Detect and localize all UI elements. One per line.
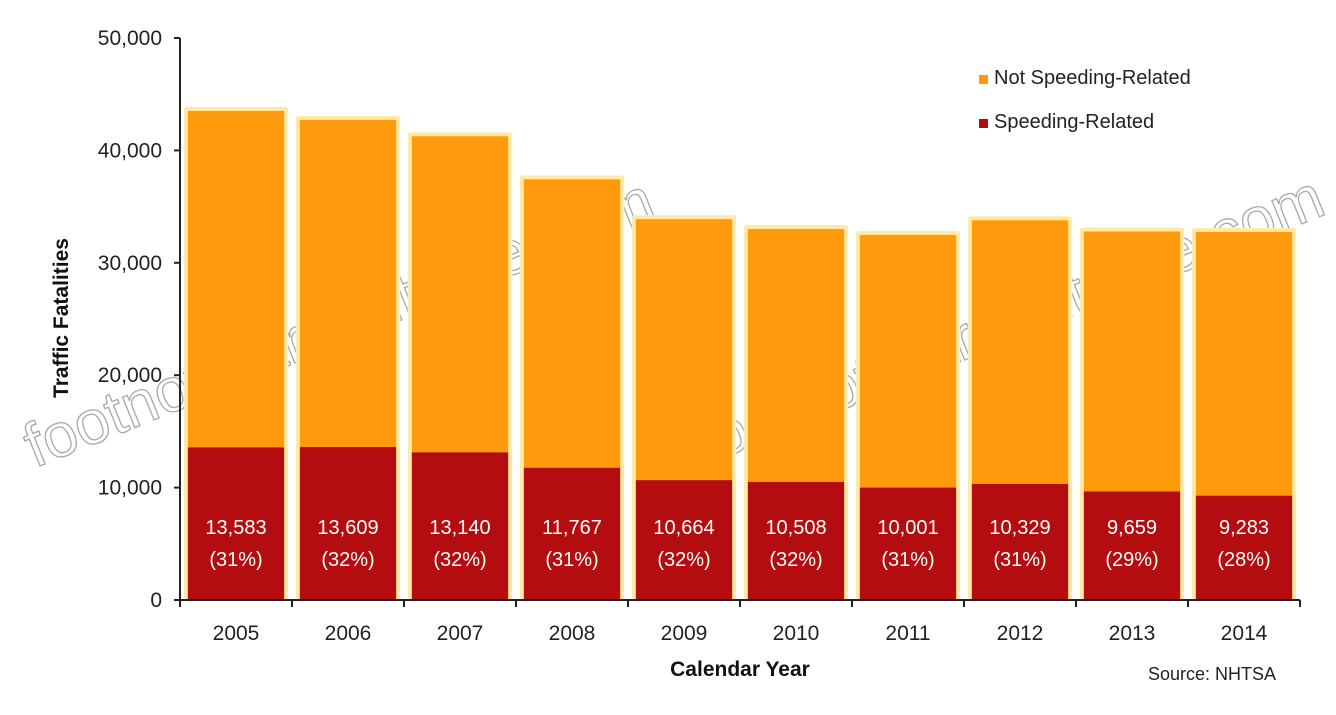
data-label-value: 10,001 — [877, 517, 938, 539]
data-label-value: 11,767 — [542, 517, 602, 539]
y-tick-label: 10,000 — [98, 477, 162, 500]
data-label-value: 9,659 — [1107, 517, 1157, 539]
y-axis-title: Traffic Fatalities — [50, 238, 73, 398]
bar-speeding-related — [859, 487, 957, 600]
x-tick-label: 2013 — [1109, 622, 1156, 645]
bar-not-speeding-related — [411, 136, 509, 453]
source-note: Source: NHTSA — [1148, 664, 1276, 684]
bar-not-speeding-related — [187, 110, 285, 448]
x-tick-label: 2008 — [549, 622, 596, 645]
bar-not-speeding-related — [971, 220, 1069, 484]
bar-speeding-related — [1083, 491, 1181, 600]
data-label-value: 13,140 — [429, 517, 490, 539]
bar-speeding-related — [1195, 495, 1293, 600]
x-tick-label: 2011 — [885, 622, 930, 645]
y-tick-label: 40,000 — [98, 139, 162, 162]
data-label-percent: (29%) — [1105, 549, 1158, 571]
bar-speeding-related — [971, 483, 1069, 600]
bar-not-speeding-related — [1195, 231, 1293, 496]
bar-not-speeding-related — [635, 219, 733, 481]
data-label-value: 10,508 — [765, 517, 826, 539]
bar-speeding-related — [635, 480, 733, 600]
y-tick-label: 50,000 — [98, 27, 162, 50]
data-label-percent: (28%) — [1217, 549, 1270, 571]
data-label-percent: (31%) — [209, 549, 262, 571]
bar-speeding-related — [299, 447, 397, 600]
x-tick-label: 2006 — [325, 622, 372, 645]
y-tick-label: 30,000 — [98, 252, 162, 275]
legend-item-speeding-related-label: Speeding-Related — [994, 111, 1154, 133]
data-label-value: 10,329 — [989, 517, 1050, 539]
data-label-value: 13,609 — [317, 517, 378, 539]
data-label-percent: (31%) — [545, 549, 598, 571]
data-label-percent: (32%) — [433, 549, 486, 571]
bar-not-speeding-related — [747, 229, 845, 482]
bar-not-speeding-related — [859, 234, 957, 488]
bar-speeding-related — [411, 452, 509, 600]
x-tick-label: 2009 — [661, 622, 708, 645]
x-tick-label: 2007 — [437, 622, 484, 645]
legend-item-speeding-related-swatch — [979, 119, 988, 128]
data-label-value: 9,283 — [1219, 517, 1269, 539]
legend-item-not-speeding-related-swatch — [979, 75, 988, 84]
y-tick-label: 20,000 — [98, 364, 162, 387]
data-label-percent: (32%) — [657, 549, 710, 571]
data-label-percent: (32%) — [769, 549, 822, 571]
x-tick-label: 2005 — [213, 622, 260, 645]
bar-not-speeding-related — [1083, 231, 1181, 492]
bar-speeding-related — [187, 447, 285, 600]
data-label-percent: (31%) — [881, 549, 934, 571]
bar-speeding-related — [523, 467, 621, 600]
x-axis-title: Calendar Year — [670, 658, 810, 681]
bars-layer: 13,583 (31%) 13,609 (32%) 13,140 (32%) 11,767 (… — [183, 106, 1297, 600]
legend: Not Speeding-Related Speeding-Related — [979, 67, 1191, 133]
x-tick-label: 2012 — [997, 622, 1044, 645]
bar-speeding-related — [747, 481, 845, 600]
data-label-value: 13,583 — [205, 517, 266, 539]
data-label-value: 10,664 — [653, 517, 714, 539]
bar-not-speeding-related — [523, 179, 621, 468]
data-label-percent: (31%) — [993, 549, 1046, 571]
data-label-percent: (32%) — [321, 549, 374, 571]
y-tick-label: 0 — [150, 589, 162, 612]
axes-layer: Traffic Fatalities Calendar Year Source:… — [50, 27, 1301, 684]
x-tick-label: 2010 — [773, 622, 820, 645]
x-tick-label: 2014 — [1221, 622, 1268, 645]
legend-item-not-speeding-related-label: Not Speeding-Related — [994, 67, 1191, 89]
bar-not-speeding-related — [299, 119, 397, 448]
